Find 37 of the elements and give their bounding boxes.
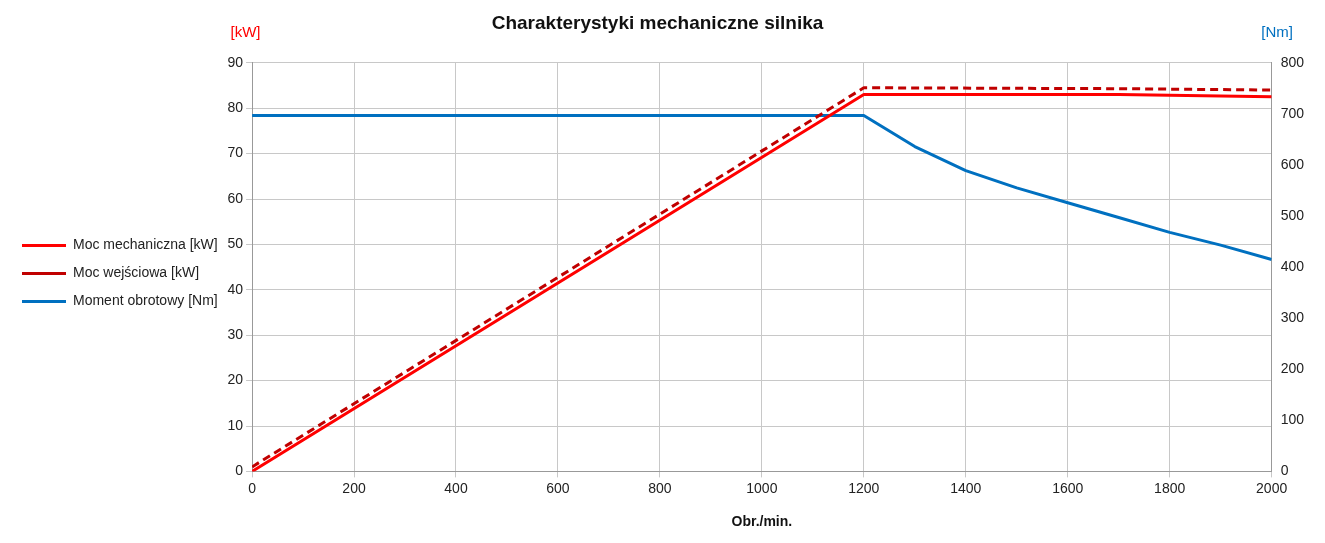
y2-tick-label: 500	[1280, 206, 1305, 223]
y-tick-label: 0	[235, 462, 244, 479]
y2-tick-label: 400	[1280, 257, 1305, 274]
y2-tick-label: 800	[1280, 53, 1305, 70]
y-tick-label: 90	[227, 53, 244, 70]
y-tick-label: 80	[227, 99, 244, 116]
x-tick-label: 0	[248, 479, 257, 496]
y-tick-label: 70	[227, 144, 244, 161]
x-tick-label: 1000	[746, 479, 778, 496]
x-tick-label: 600	[546, 479, 570, 496]
legend-label: Moment obrotowy [Nm]	[73, 292, 218, 309]
y2-tick-label: 300	[1280, 309, 1305, 326]
x-tick-label: 1400	[950, 479, 982, 496]
y-tick-label: 40	[227, 280, 244, 297]
y2-tick-label: 700	[1280, 104, 1305, 121]
x-tick-label: 1800	[1154, 479, 1186, 496]
y-tick-label: 20	[227, 371, 244, 388]
x-tick-label: 200	[342, 479, 366, 496]
y2-tick-label: 100	[1280, 411, 1305, 428]
y-tick-label: 30	[227, 326, 244, 343]
y-tick-label: 50	[227, 235, 244, 252]
x-tick-label: 1600	[1052, 479, 1084, 496]
y2-tick-label: 200	[1280, 360, 1305, 377]
x-tick-label: 400	[444, 479, 468, 496]
chart-title: Charakterystyki mechaniczne silnika	[491, 11, 824, 33]
y-axis-title: [kW]	[230, 23, 261, 41]
y2-tick-label: 600	[1280, 155, 1305, 172]
y2-tick-label: 0	[1280, 462, 1289, 479]
legend-label: Moc wejściowa [kW]	[73, 264, 200, 281]
x-tick-label: 1200	[848, 479, 880, 496]
x-tick-label: 800	[648, 479, 672, 496]
y-tick-label: 60	[227, 189, 244, 206]
x-tick-label: 2000	[1256, 479, 1288, 496]
legend-label: Moc mechaniczna [kW]	[73, 236, 218, 253]
y-tick-label: 10	[227, 416, 244, 433]
y2-axis-title: [Nm]	[1261, 23, 1293, 41]
x-axis-title: Obr./min.	[731, 513, 793, 530]
